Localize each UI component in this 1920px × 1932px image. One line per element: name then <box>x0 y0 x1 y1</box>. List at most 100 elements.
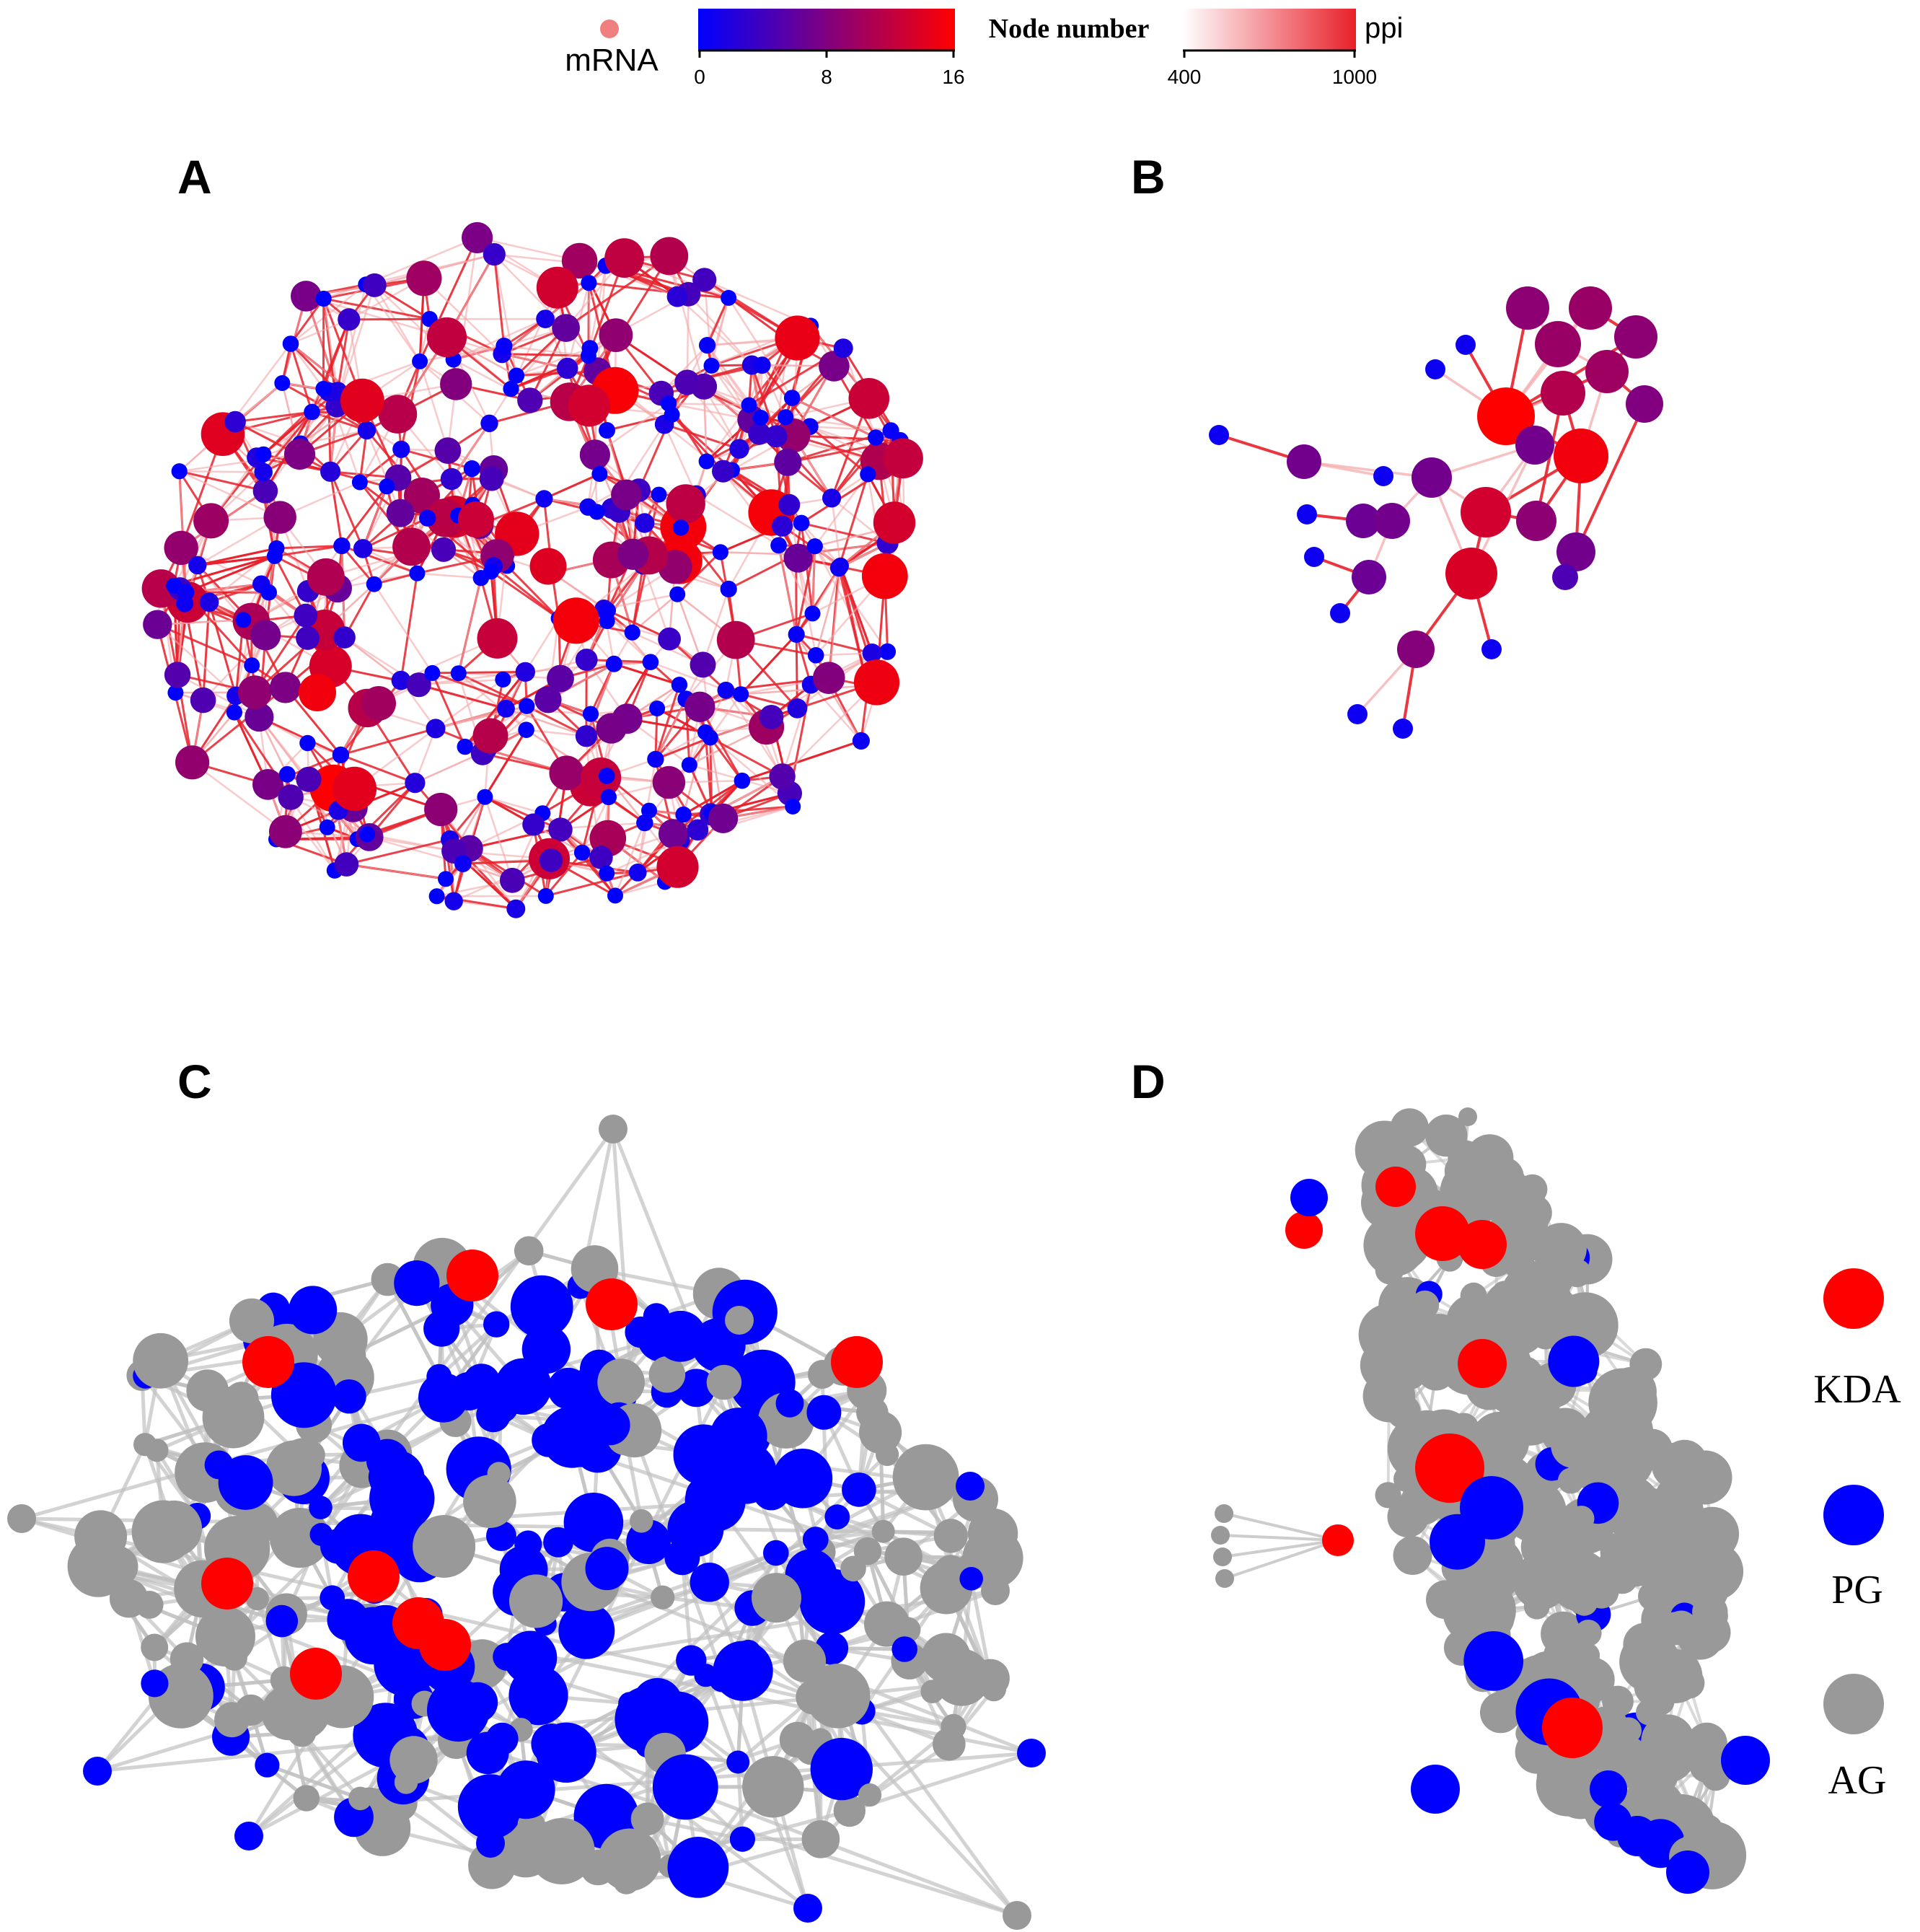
gene-node <box>801 1820 840 1858</box>
gene-node <box>873 501 916 544</box>
gene-node <box>450 665 467 682</box>
ppi-edge <box>418 683 506 710</box>
gene-node <box>1569 286 1612 330</box>
hub-gene-node <box>299 674 336 711</box>
ppi-edge <box>516 347 591 377</box>
gene-node <box>557 357 578 379</box>
gene-node <box>861 553 908 600</box>
ppi-edge <box>450 423 490 480</box>
ppi-tick-1000: 1000 <box>1332 66 1377 88</box>
gene-node <box>1552 564 1578 590</box>
gene-node <box>1287 444 1321 479</box>
gene-node <box>829 559 848 577</box>
ppi-edge <box>289 343 313 413</box>
gene-node <box>604 238 644 278</box>
gene-node <box>457 738 473 755</box>
ppi-edge <box>791 397 876 439</box>
gene-node <box>589 846 613 869</box>
ppi-edge <box>366 429 402 514</box>
ppi-edge <box>469 827 559 850</box>
gene-node <box>748 422 771 445</box>
ppi-edge <box>457 577 482 674</box>
ppi-edge <box>400 573 418 681</box>
gene-node <box>255 1752 280 1778</box>
gene-node <box>941 1713 966 1739</box>
ppi-edge <box>431 672 527 708</box>
gene-node <box>853 659 900 706</box>
ppi-edge <box>179 470 264 473</box>
gene-node <box>366 576 382 592</box>
gene-node <box>672 519 690 536</box>
gene-node <box>141 1669 169 1698</box>
gene-node <box>462 221 493 254</box>
gene-node <box>406 260 442 297</box>
panel-letter-a: A <box>177 150 212 203</box>
ppi-edge <box>710 364 750 406</box>
gene-node <box>933 1519 968 1553</box>
gene-node <box>742 1756 804 1818</box>
gene-node <box>270 672 301 703</box>
gene-node <box>660 395 677 412</box>
gene-node <box>535 490 553 508</box>
gene-node <box>283 439 316 470</box>
gene-node <box>635 513 655 533</box>
ppi-edge <box>664 423 740 450</box>
gene-node <box>868 429 884 446</box>
gene-node <box>597 1358 645 1406</box>
ppi-edge <box>276 545 342 550</box>
gene-node <box>1515 426 1554 465</box>
ppi-edge <box>365 284 421 362</box>
gene-node <box>133 1332 188 1389</box>
gene-node <box>596 713 627 744</box>
gene-node <box>224 1382 259 1416</box>
ppi-edge <box>197 555 276 567</box>
gene-node <box>320 461 341 482</box>
gene-node <box>359 826 376 843</box>
gene-node <box>176 594 194 612</box>
gene-node <box>322 1340 351 1370</box>
gene-node <box>405 773 426 794</box>
gene-node <box>706 1364 742 1400</box>
gene-node <box>266 548 283 564</box>
ppi-edge <box>179 453 300 473</box>
gene-node <box>770 537 787 554</box>
ppi-edge <box>720 551 796 556</box>
gene-node <box>568 385 611 427</box>
ppi-edge <box>650 661 726 691</box>
ppi-edge <box>654 684 681 760</box>
gene-node <box>278 784 304 810</box>
ppi-edge <box>457 672 527 731</box>
ppi-edge <box>493 254 506 346</box>
gene-node <box>234 1822 263 1850</box>
gene-node <box>729 439 749 459</box>
gene-node <box>822 488 842 508</box>
gene-node <box>647 750 664 768</box>
gene-node <box>690 1563 729 1602</box>
gene-node <box>721 289 737 306</box>
ppi-edge <box>702 589 730 665</box>
ppi-edge <box>417 572 481 579</box>
gene-node <box>547 664 574 693</box>
node-number-colorbar <box>698 9 955 51</box>
gene-node <box>753 356 771 374</box>
gene-node <box>378 1648 408 1679</box>
gene-node <box>651 1585 675 1610</box>
gene-node <box>1585 350 1629 393</box>
gene-node <box>218 1455 273 1510</box>
panel-letter-d: D <box>1131 1055 1166 1108</box>
gene-node <box>651 486 667 503</box>
gene-node <box>658 819 688 849</box>
gene-node <box>726 1750 750 1774</box>
ppi-edge <box>837 473 869 568</box>
ppi-edge <box>526 705 587 737</box>
gene-node <box>245 702 274 732</box>
gene-node <box>418 1372 468 1423</box>
gene-node <box>141 1633 169 1661</box>
ppi-edge <box>322 298 339 392</box>
gene-node <box>763 1540 789 1566</box>
ppi-edge <box>435 678 504 729</box>
gene-node <box>959 1567 983 1591</box>
gene-node <box>692 268 717 292</box>
gene-node <box>379 478 395 495</box>
gene-node <box>956 1472 985 1501</box>
